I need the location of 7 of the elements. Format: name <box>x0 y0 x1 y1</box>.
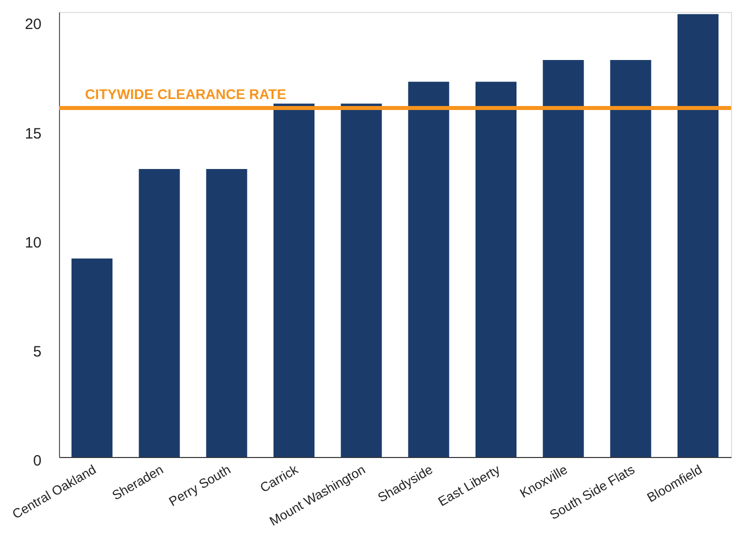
y-tick-label: 5 <box>33 343 42 360</box>
y-tick-label: 0 <box>33 452 42 470</box>
y-tick-label: 15 <box>24 125 42 142</box>
y-tick-label: 10 <box>24 234 42 252</box>
x-tick-label: Perry South <box>166 462 234 510</box>
ref-line-label: CITYWIDE CLEARANCE RATE <box>85 86 286 102</box>
y-tick-label: 20 <box>24 16 42 34</box>
